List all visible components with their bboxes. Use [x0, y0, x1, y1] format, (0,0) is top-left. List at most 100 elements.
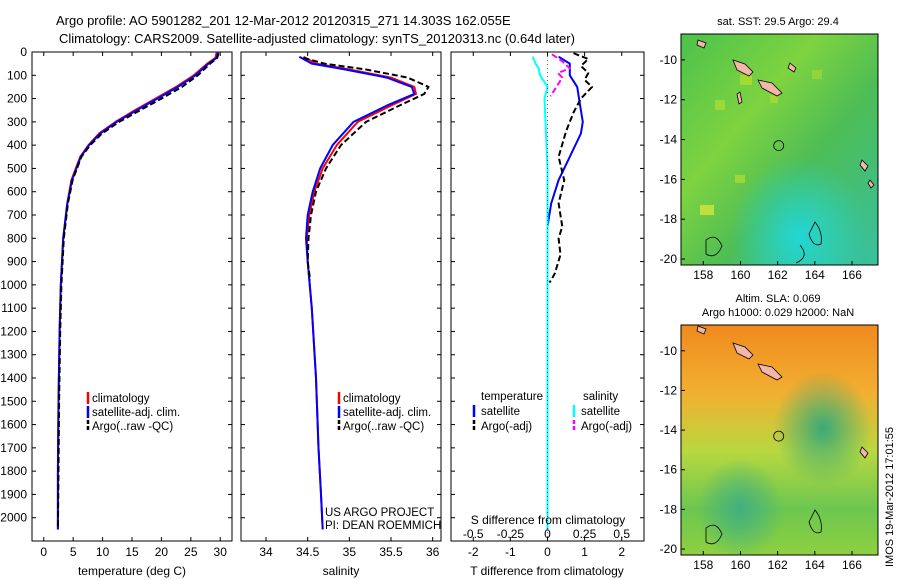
lat-tick-label: -12 [660, 93, 678, 107]
depth-tick-label: 1800 [0, 464, 27, 478]
x-tick-label: 2 [618, 545, 625, 559]
x-tick-label: 36 [426, 545, 440, 559]
difference-legend: temperature salinity satellite Argo(-adj… [472, 391, 632, 433]
legend-argo: Argo(..raw -QC) [343, 421, 424, 433]
x-tick-label: 35 [343, 545, 357, 559]
lat-tick-label: -14 [660, 423, 678, 437]
lat-tick-label: -12 [660, 383, 678, 397]
legend-temperature-title: temperature [481, 391, 543, 403]
salinity-legend: climatology satellite-adj. clim. Argo(..… [337, 392, 431, 433]
lon-tick-label: 162 [768, 558, 788, 572]
depth-tick-label: 300 [7, 115, 27, 129]
lon-tick-label: 158 [693, 558, 713, 572]
project-line2: PI: DEAN ROEMMICH [325, 520, 441, 532]
depth-tick-label: 2000 [0, 511, 27, 525]
s-diff-tick-label: 0 [544, 527, 551, 541]
lat-tick-label: -20 [660, 542, 678, 556]
legend-s-satellite: satellite [581, 406, 620, 418]
difference-xlabel2: S difference from climatology [471, 513, 626, 527]
island-shape [736, 91, 743, 105]
temperature-argo-line [548, 52, 593, 284]
sla-map-subtitle: Argo h1000: 0.029 h2000: NaN [702, 307, 854, 319]
temperature-xlabel: temperature (deg C) [78, 564, 186, 578]
argo-position-marker [773, 430, 785, 442]
sla-low-patch [681, 325, 878, 555]
x-tick-label: -1 [505, 545, 516, 559]
argo-line [56, 52, 220, 530]
depth-tick-label: 900 [7, 255, 27, 269]
salinity-axes-frame [240, 51, 442, 542]
depth-tick-label: 1600 [0, 418, 27, 432]
sst-map-frame [680, 33, 879, 266]
sla-contours [705, 509, 822, 545]
depth-tick-label: 1900 [0, 487, 27, 501]
project-line1: US ARGO PROJECT [325, 507, 434, 519]
depth-tick-label: 100 [7, 68, 27, 82]
depth-tick-label: 1000 [0, 278, 27, 292]
island-shape [757, 363, 783, 381]
lat-tick-label: -18 [660, 502, 678, 516]
island-shape [732, 59, 754, 77]
x-tick-label: 15 [125, 545, 139, 559]
depth-tick-label: 500 [7, 161, 27, 175]
x-tick-label: 25 [184, 545, 198, 559]
legend-t-satellite: satellite [481, 406, 520, 418]
x-tick-label: 10 [96, 545, 110, 559]
x-tick-label: 30 [214, 545, 228, 559]
x-tick-label: 0 [544, 545, 551, 559]
legend-climatology: climatology [343, 393, 401, 405]
legend-argo: Argo(..raw -QC) [92, 421, 173, 433]
island-shape [859, 159, 869, 172]
sst-map-ticks: 158 160 162 164 166 -10 -12 -14 -16 -18 -20 [660, 53, 863, 282]
depth-tick-label: 1500 [0, 394, 27, 408]
depth-tick-label: 1400 [0, 371, 27, 385]
salinity-x-ticks: 34 34.5 35 35.5 36 [241, 51, 441, 559]
sst-map: sat. SST: 29.5 Argo: 29.4 158 160 16 [660, 16, 879, 282]
difference-panel: -2 -1 0 1 2 -0.5 -0.25 0 0.25 0.5 T difference fr… [450, 51, 645, 578]
temperature-legend: climatology satellite-adj. clim. Argo(..… [86, 392, 180, 433]
depth-tick-label: 1100 [1, 301, 27, 315]
lon-tick-label: 164 [805, 268, 825, 282]
sla-map-title: Altim. SLA: 0.069 [736, 293, 821, 305]
s-diff-tick-label: 0.25 [573, 527, 597, 541]
salinity-panel: 34 34.5 35 35.5 36 salinity climatology sate… [240, 51, 442, 578]
lat-tick-label: -16 [660, 463, 678, 477]
x-tick-label: 34.5 [296, 545, 320, 559]
salinity-lines [298, 55, 430, 530]
x-tick-label: 0 [40, 545, 47, 559]
x-tick-label: -2 [468, 545, 479, 559]
legend-s-argo: Argo(-adj) [581, 421, 632, 433]
depth-tick-label: 800 [7, 231, 27, 245]
lon-tick-label: 164 [805, 558, 825, 572]
temperature-axes-frame [31, 51, 233, 542]
sla-map-frame [680, 324, 879, 556]
depth-tick-label: 600 [7, 185, 27, 199]
depth-tick-label: 700 [7, 208, 27, 222]
legend-satellite: satellite-adj. clim. [343, 407, 431, 419]
header-line2: Climatology: CARS2009. Satellite-adjuste… [59, 31, 575, 46]
s-diff-tick-label: -0.25 [497, 527, 525, 541]
sla-islands [696, 325, 869, 459]
satellite-line [298, 55, 416, 530]
sst-contours [705, 221, 822, 264]
island-shape [757, 79, 783, 97]
island-shape [859, 446, 869, 459]
legend-climatology: climatology [92, 393, 150, 405]
island-shape [696, 325, 707, 335]
temperature-panel: 0100200300400500600700800900100011001200… [0, 45, 233, 578]
sst-cool-patch [681, 34, 878, 265]
island-shape [732, 342, 754, 360]
s-diff-tick-label: -0.5 [463, 527, 484, 541]
lat-tick-label: -10 [660, 344, 678, 358]
temperature-x-ticks: 0 5 10 15 20 25 30 [32, 51, 232, 559]
depth-tick-label: 1700 [0, 441, 27, 455]
lat-tick-label: -10 [660, 53, 678, 67]
x-tick-label: 5 [70, 545, 77, 559]
x-tick-label: 35.5 [379, 545, 403, 559]
lat-tick-label: -20 [660, 252, 678, 266]
lon-tick-label: 162 [768, 268, 788, 282]
depth-tick-label: 0 [20, 45, 27, 59]
lon-tick-label: 160 [730, 268, 750, 282]
lon-tick-label: 158 [693, 268, 713, 282]
